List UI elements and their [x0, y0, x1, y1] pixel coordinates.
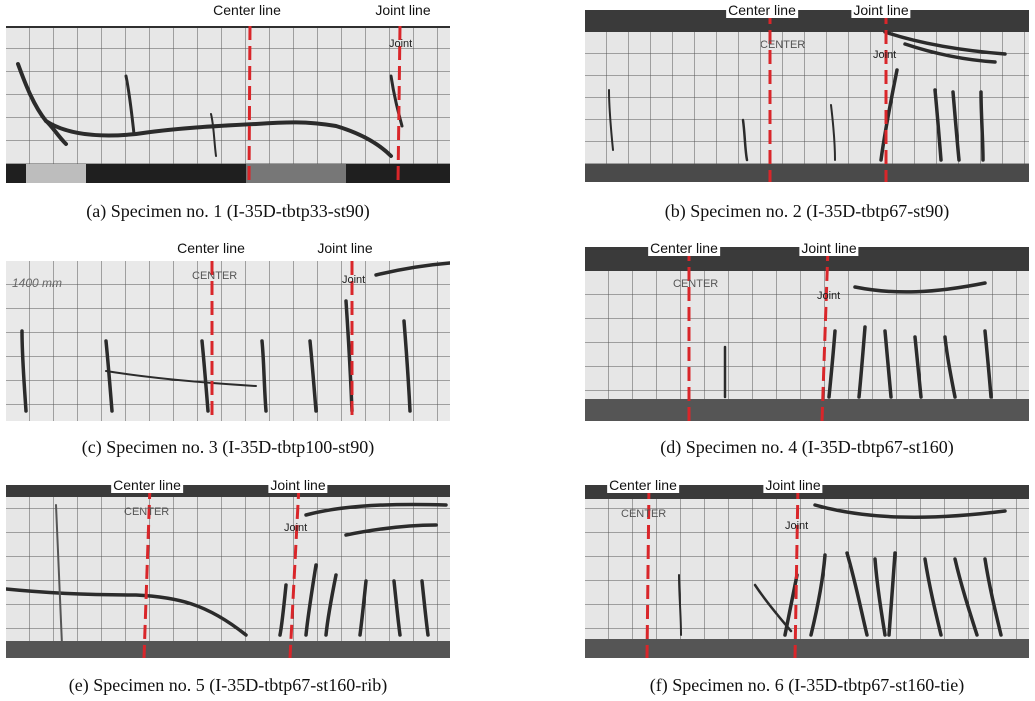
joint-mark: Joint — [342, 274, 365, 286]
center-line-label: Center line — [726, 2, 798, 18]
center-line-label: Center line — [175, 240, 247, 256]
center-line-label: Center line — [607, 477, 679, 493]
center-mark: CENTER — [621, 508, 666, 520]
joint-line-label: Joint line — [763, 477, 823, 493]
center-mark: CENTER — [192, 270, 237, 282]
joint-line-label: Joint line — [799, 240, 859, 256]
center-line-label: Center line — [111, 477, 183, 493]
specimen-photo: CENTER Joint — [585, 10, 1029, 182]
joint-line-label: Joint line — [268, 477, 328, 493]
panel-e: CENTER Joint Center line Joint line (e) … — [6, 475, 450, 701]
joint-mark: Joint — [873, 49, 896, 61]
joint-mark: Joint — [284, 522, 307, 534]
panel-b: CENTER Joint Center line Joint line (b) … — [585, 0, 1029, 230]
panel-f: CENTER Joint Center line Joint line (f) … — [585, 475, 1029, 701]
joint-line-label: Joint line — [851, 2, 911, 18]
panel-caption: (c) Specimen no. 3 (I-35D-tbtp100-st90) — [81, 437, 375, 457]
panel-a: Joint Center line Joint line (a) Specime… — [6, 0, 450, 230]
joint-line-label: Joint line — [373, 2, 433, 18]
center-mark: CENTER — [124, 506, 169, 518]
specimen-photo: 1400 mm CENTER Joint — [6, 261, 450, 421]
scale-mark: 1400 mm — [12, 276, 62, 290]
specimen-photo: CENTER Joint — [585, 485, 1029, 658]
specimen-photo: CENTER Joint — [6, 485, 450, 658]
center-line-label: Center line — [648, 240, 720, 256]
center-mark: CENTER — [673, 278, 718, 290]
joint-mark: Joint — [785, 520, 808, 532]
panel-d: CENTER Joint Center line Joint line (d) … — [585, 237, 1029, 465]
panel-caption: (a) Specimen no. 1 (I-35D-tbtp33-st90) — [86, 201, 370, 221]
panel-caption: (b) Specimen no. 2 (I-35D-tbtp67-st90) — [664, 201, 950, 221]
specimen-photo: Joint — [6, 26, 450, 183]
specimen-photo: CENTER Joint — [585, 247, 1029, 421]
joint-mark: Joint — [389, 38, 412, 50]
center-line-label: Center line — [211, 2, 283, 18]
joint-line-label: Joint line — [315, 240, 375, 256]
center-mark: CENTER — [760, 39, 805, 51]
panel-caption: (d) Specimen no. 4 (I-35D-tbtp67-st160) — [660, 437, 954, 457]
panel-c: 1400 mm CENTER Joint Center line Joint l… — [6, 237, 450, 465]
panel-caption: (e) Specimen no. 5 (I-35D-tbtp67-st160-r… — [68, 675, 388, 695]
panel-caption: (f) Specimen no. 6 (I-35D-tbtp67-st160-t… — [649, 675, 965, 695]
joint-mark: Joint — [817, 290, 840, 302]
